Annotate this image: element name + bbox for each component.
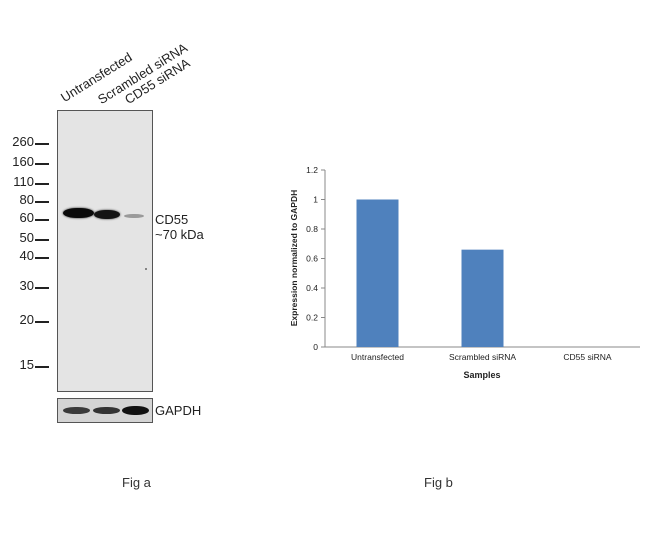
x-axis-label: Samples xyxy=(463,370,500,380)
x-tick-label: CD55 siRNA xyxy=(563,352,612,362)
marker-tick-15 xyxy=(35,366,49,368)
bar-untransfected xyxy=(356,199,399,347)
marker-label-260: 260 xyxy=(12,134,34,149)
marker-tick-60 xyxy=(35,219,49,221)
bar-scrambled-sirna xyxy=(461,249,504,347)
band-label-size: ~70 kDa xyxy=(155,227,204,242)
blot-speck xyxy=(145,268,147,270)
x-tick-label: Untransfected xyxy=(351,352,404,362)
marker-label-40: 40 xyxy=(19,248,34,263)
y-axis-label: Expression normalized to GAPDH xyxy=(289,190,299,327)
marker-label-30: 30 xyxy=(19,278,34,293)
marker-tick-50 xyxy=(35,239,49,241)
y-tick-label: 0 xyxy=(313,342,318,352)
marker-tick-30 xyxy=(35,287,49,289)
x-axis-tick-labels: Untransfected Scrambled siRNA CD55 siRNA xyxy=(351,352,612,362)
marker-tick-40 xyxy=(35,257,49,259)
bars xyxy=(356,199,504,347)
y-tick-label: 0.4 xyxy=(306,283,318,293)
band-label-gapdh: GAPDH xyxy=(155,403,202,418)
marker-label-15: 15 xyxy=(19,357,34,372)
y-axis-ticks: 0 0.2 0.4 0.6 0.8 1 1.2 xyxy=(306,165,325,352)
band-gapdh-cd55-sirna xyxy=(122,406,149,415)
blot-panel-gapdh xyxy=(57,398,153,423)
marker-label-60: 60 xyxy=(19,210,34,225)
y-tick-label: 1 xyxy=(313,195,318,205)
band-gapdh-untransfected xyxy=(63,407,90,414)
marker-tick-160 xyxy=(35,163,49,165)
marker-label-50: 50 xyxy=(19,230,34,245)
band-cd55-cd55-sirna xyxy=(124,214,144,218)
marker-label-20: 20 xyxy=(19,312,34,327)
marker-tick-260 xyxy=(35,143,49,145)
marker-label-160: 160 xyxy=(12,154,34,169)
y-tick-label: 0.2 xyxy=(306,313,318,323)
blot-panel-cd55 xyxy=(57,110,153,392)
y-tick-label: 0.6 xyxy=(306,254,318,264)
marker-tick-110 xyxy=(35,183,49,185)
marker-tick-80 xyxy=(35,201,49,203)
x-tick-label: Scrambled siRNA xyxy=(449,352,516,362)
band-cd55-untransfected xyxy=(63,208,94,218)
band-cd55-scrambled xyxy=(94,210,120,219)
y-tick-label: 1.2 xyxy=(306,165,318,175)
band-label-cd55: CD55 xyxy=(155,212,189,227)
fig-b-caption: Fig b xyxy=(424,475,453,490)
fig-a-caption: Fig a xyxy=(122,475,151,490)
band-gapdh-scrambled xyxy=(93,407,120,414)
marker-label-80: 80 xyxy=(19,192,34,207)
y-tick-label: 0.8 xyxy=(306,224,318,234)
marker-label-110: 110 xyxy=(13,174,34,189)
marker-tick-20 xyxy=(35,321,49,323)
